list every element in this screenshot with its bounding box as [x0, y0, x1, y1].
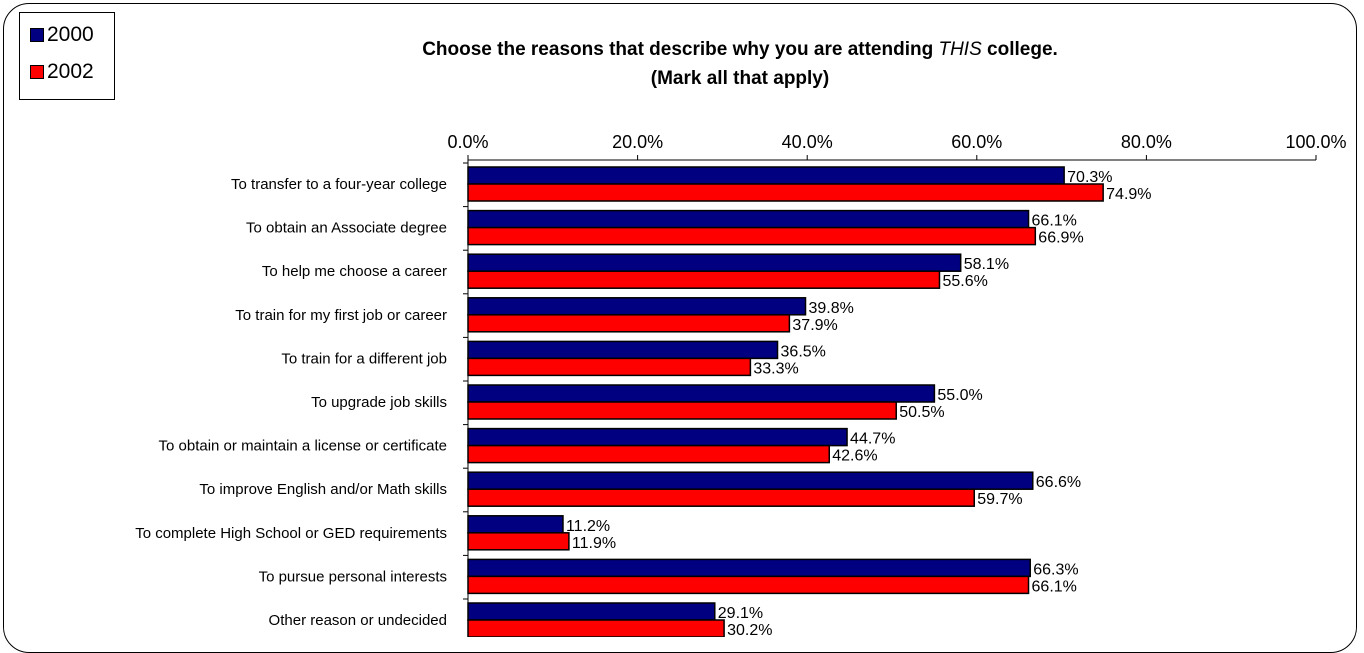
bar-2002 [467, 575, 1030, 595]
legend-swatch-2002 [30, 65, 44, 79]
bar-2002 [467, 532, 570, 551]
category-label: To improve English and/or Math skills [199, 481, 447, 498]
bar-2000 [467, 558, 1031, 578]
bar-2000 [467, 340, 779, 360]
bar-chart-plot: 0.0% 20.0% 40.0% 60.0% 80.0% 100.0% To transfe… [135, 132, 1347, 637]
bar-2002 [467, 226, 1037, 246]
data-label-2002: 11.9% [572, 535, 616, 552]
data-label-2002: 42.6% [832, 448, 877, 465]
bar-2000 [467, 253, 962, 272]
bar-2002 [467, 401, 897, 420]
bar-2002 [467, 357, 752, 377]
x-tick-label: 20.0% [612, 132, 663, 152]
data-label-2000: 55.0% [937, 387, 982, 404]
bar-2000 [467, 602, 716, 621]
x-tick-label: 100.0% [1285, 132, 1346, 152]
data-label-2000: 66.6% [1036, 474, 1081, 491]
category-label: To train for a different job [281, 350, 447, 367]
bar-2000 [467, 471, 1034, 490]
x-tick-label: 40.0% [782, 132, 833, 152]
data-label-2002: 66.1% [1032, 578, 1077, 595]
legend-item-2002: 2002 [30, 56, 94, 88]
bar-2002 [467, 619, 725, 637]
bar-2002 [467, 270, 941, 289]
chart-title-line: Choose the reasons that describe why you… [200, 35, 1280, 64]
bar-2002 [467, 183, 1104, 202]
category-label: To complete High School or GED requireme… [135, 525, 447, 542]
bar-2002 [467, 314, 791, 333]
data-label-2002: 66.9% [1038, 230, 1083, 247]
legend-label-2002: 2002 [47, 60, 94, 83]
data-label-2000: 29.1% [718, 605, 763, 622]
bar-2002 [467, 488, 976, 507]
legend-item-2000: 2000 [30, 19, 94, 51]
category-label: To help me choose a career [262, 263, 447, 280]
data-label-2000: 36.5% [781, 343, 826, 360]
data-label-2002: 37.9% [792, 317, 837, 334]
category-label: To obtain an Associate degree [246, 220, 447, 237]
bar-2000 [467, 209, 1030, 229]
title-part-2: THIS [938, 39, 982, 60]
data-label-2000: 39.8% [809, 300, 854, 317]
data-label-2002: 50.5% [899, 404, 944, 421]
data-label-2000: 66.3% [1033, 561, 1078, 578]
x-tick-label: 80.0% [1121, 132, 1172, 152]
bar-2000 [467, 297, 807, 316]
bar-2000 [467, 384, 936, 403]
title-part-1: Choose the reasons that describe why you… [422, 39, 939, 60]
chart-title: Choose the reasons that describe why you… [200, 35, 1280, 93]
category-label: To train for my first job or career [235, 307, 447, 324]
category-label: To upgrade job skills [311, 394, 447, 411]
category-label: To pursue personal interests [259, 568, 447, 585]
data-label-2002: 55.6% [942, 273, 987, 290]
category-label: To obtain or maintain a license or certi… [159, 438, 447, 455]
bar-2000 [467, 166, 1065, 185]
data-label-2000: 44.7% [850, 431, 895, 448]
data-label-2002: 30.2% [727, 622, 772, 637]
data-label-2000: 11.2% [566, 518, 610, 535]
x-tick-label: 0.0% [447, 132, 488, 152]
data-label-2000: 58.1% [964, 256, 1009, 273]
bar-2000 [467, 427, 848, 447]
x-tick-label: 60.0% [951, 132, 1002, 152]
legend-label-2000: 2000 [47, 23, 94, 46]
chart-legend: 2000 2002 [19, 12, 115, 100]
data-label-2002: 74.9% [1106, 186, 1151, 203]
legend-swatch-2000 [30, 28, 44, 42]
category-label: To transfer to a four-year college [231, 176, 447, 193]
data-label-2000: 70.3% [1067, 169, 1112, 186]
bar-2000 [467, 515, 564, 534]
bar-2002 [467, 444, 830, 464]
data-label-2002: 33.3% [753, 360, 798, 377]
chart-subtitle: (Mark all that apply) [650, 68, 830, 89]
category-label: Other reason or undecided [269, 612, 447, 629]
data-label-2002: 59.7% [977, 491, 1022, 508]
data-label-2000: 66.1% [1032, 213, 1077, 230]
title-part-3: college. [981, 39, 1058, 60]
